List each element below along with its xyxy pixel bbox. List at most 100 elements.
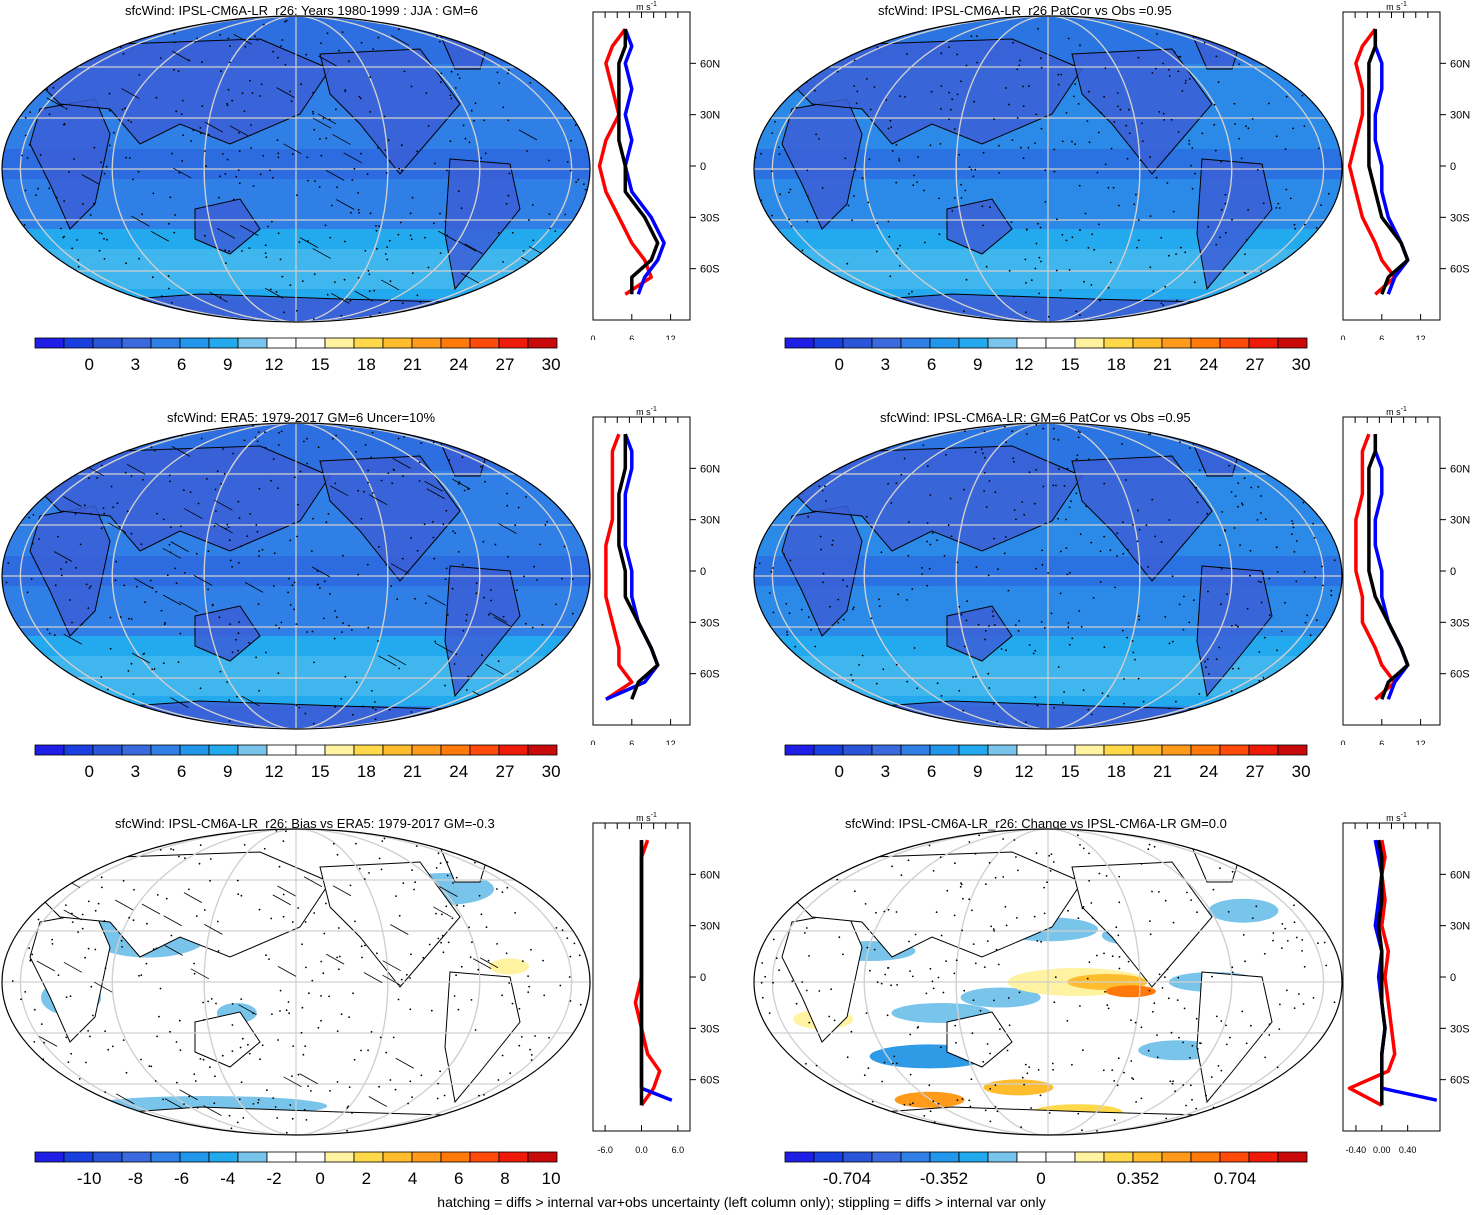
hatch-mark	[238, 1004, 257, 1016]
stipple-dot	[832, 539, 834, 542]
stipple-dot	[1168, 519, 1171, 521]
stipple-dot	[8, 253, 11, 256]
stipple-dot	[516, 589, 518, 592]
stipple-dot	[209, 1066, 211, 1069]
hatch-mark	[162, 547, 181, 559]
stipple-dot	[1038, 292, 1041, 295]
stipple-dot	[1044, 201, 1047, 203]
stipple-dot	[350, 211, 352, 214]
stipple-dot	[800, 608, 803, 611]
stipple-dot	[478, 1094, 480, 1097]
stipple-dot	[291, 921, 294, 923]
stipple-dot	[1291, 533, 1293, 536]
stipple-dot	[97, 902, 100, 905]
stipple-dot	[485, 926, 488, 929]
stipple-dot	[454, 425, 456, 427]
longitude-line	[955, 16, 1141, 322]
stipple-dot	[970, 1078, 973, 1081]
stipple-dot	[195, 552, 198, 555]
stipple-dot	[255, 656, 257, 659]
stipple-dot	[499, 697, 502, 700]
stipple-dot	[413, 888, 415, 891]
stipple-dot	[1289, 197, 1292, 200]
stipple-dot	[12, 288, 14, 291]
stipple-dot	[578, 954, 581, 957]
stipple-dot	[340, 1013, 343, 1016]
hatch-mark	[526, 461, 546, 473]
stipple-dot	[777, 690, 780, 692]
stipple-dot	[911, 975, 914, 978]
stipple-dot	[946, 889, 949, 892]
stipple-dot	[159, 987, 162, 990]
stipple-dot	[118, 320, 120, 322]
stipple-dot	[1132, 1078, 1135, 1081]
stipple-dot	[470, 109, 473, 112]
stipple-dot	[484, 480, 486, 483]
stipple-dot	[530, 948, 532, 951]
stipple-dot	[1302, 423, 1305, 424]
wind-map	[753, 421, 1343, 730]
stipple-dot	[994, 876, 997, 879]
stipple-dot	[456, 904, 458, 907]
stipple-dot	[229, 45, 231, 47]
stipple-dot	[984, 638, 986, 641]
stipple-dot	[418, 480, 421, 482]
hatch-mark	[179, 601, 198, 613]
hatch-mark	[483, 449, 503, 461]
stipple-dot	[461, 456, 464, 459]
stipple-dot	[444, 220, 447, 223]
stipple-dot	[1268, 614, 1271, 616]
hatch-mark	[241, 695, 260, 707]
stipple-dot	[228, 699, 231, 702]
stipple-dot	[1226, 593, 1228, 595]
stipple-dot	[1114, 586, 1116, 589]
stipple-dot	[560, 1129, 563, 1132]
stipple-dot	[838, 1097, 840, 1100]
stipple-dot	[1177, 312, 1180, 314]
stipple-dot	[887, 220, 890, 223]
stipple-dot	[449, 140, 452, 143]
stipple-dot	[1033, 915, 1036, 918]
stipple-dot	[113, 718, 115, 721]
stipple-dot	[108, 109, 111, 112]
colorbar-swatch	[440, 337, 471, 349]
stipple-dot	[569, 1118, 572, 1121]
stipple-dot	[913, 174, 915, 177]
stipple-dot	[764, 1097, 767, 1099]
colorbar-swatch	[958, 744, 989, 756]
stipple-dot	[325, 902, 327, 905]
stipple-dot	[313, 128, 316, 131]
stipple-dot	[1312, 997, 1315, 999]
stipple-dot	[53, 634, 56, 637]
stipple-dot	[297, 503, 299, 506]
stipple-dot	[100, 527, 103, 530]
hatch-mark	[244, 581, 264, 593]
stipple-dot	[449, 841, 451, 844]
stipple-dot	[462, 905, 465, 907]
hatch-mark	[329, 485, 349, 497]
stipple-dot	[942, 1127, 944, 1129]
colorbar-swatch	[92, 337, 123, 349]
stipple-dot	[149, 579, 152, 582]
stipple-dot	[564, 322, 566, 324]
stipple-dot	[474, 861, 476, 864]
stipple-dot	[761, 962, 764, 964]
stipple-dot	[1297, 421, 1299, 423]
stipple-dot	[85, 1100, 87, 1102]
stipple-dot	[454, 532, 457, 534]
stipple-dot	[172, 849, 175, 851]
stipple-dot	[1262, 676, 1265, 679]
stipple-dot	[549, 290, 552, 293]
stipple-dot	[196, 37, 199, 40]
stipple-dot	[514, 524, 517, 527]
stipple-dot	[385, 172, 388, 174]
stipple-dot	[392, 1036, 395, 1039]
stipple-dot	[840, 421, 842, 423]
colorbar-swatch	[871, 337, 902, 349]
stipple-dot	[870, 617, 873, 620]
stipple-dot	[756, 880, 758, 883]
stipple-dot	[1065, 239, 1068, 242]
stipple-dot	[1066, 573, 1069, 576]
stipple-dot	[370, 1031, 373, 1033]
stipple-dot	[320, 42, 322, 44]
